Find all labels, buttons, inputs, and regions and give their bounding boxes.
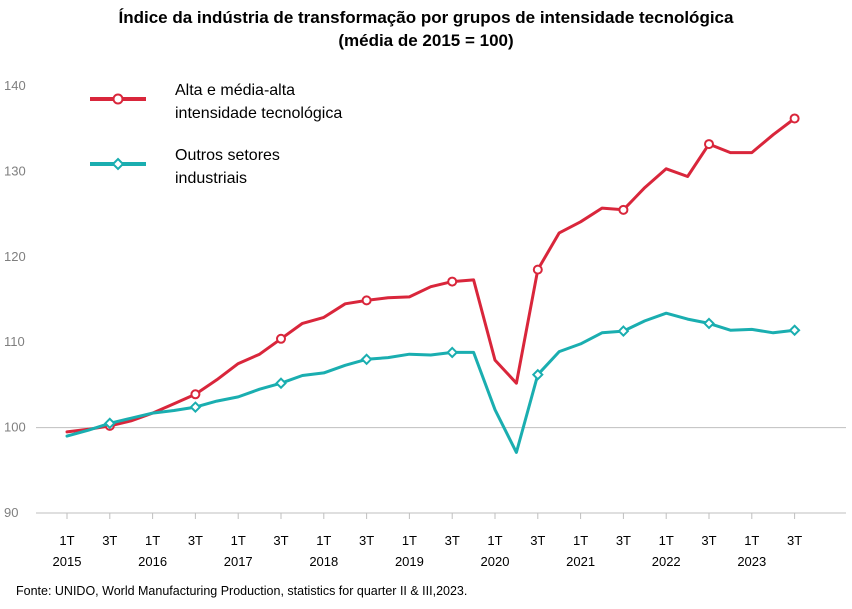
legend-label: industriais <box>175 170 247 187</box>
data-point <box>531 368 544 381</box>
data-point <box>618 204 629 215</box>
x-tick-label-quarter: 3T <box>273 533 288 548</box>
x-tick-label-quarter: 3T <box>445 533 460 548</box>
legend-item-high-tech: Alta e média-alta intensidade tecnológica <box>90 82 342 122</box>
x-tick-label-quarter: 1T <box>659 533 674 548</box>
data-point <box>532 264 543 275</box>
y-axis: 90 100 110 120 130 140 <box>4 78 26 520</box>
x-tick-label-quarter: 3T <box>188 533 203 548</box>
chart-title-line-1: Índice da indústria de transformação por… <box>118 8 734 27</box>
y-tick-label-110: 110 <box>4 334 25 349</box>
data-point <box>703 317 715 330</box>
x-tick-label-quarter: 1T <box>231 533 246 548</box>
y-tick-label-100: 100 <box>4 420 26 435</box>
legend: Alta e média-alta intensidade tecnológica… <box>90 82 342 187</box>
y-tick-label-130: 130 <box>4 163 26 178</box>
x-tick-label-year: 2018 <box>309 554 338 569</box>
data-point <box>447 276 458 287</box>
y-tick-label-140: 140 <box>4 78 26 93</box>
legend-label: Alta e média-alta <box>175 82 295 99</box>
x-tick-label-year: 2017 <box>224 554 253 569</box>
data-point <box>189 401 202 414</box>
chart-title: Índice da indústria de transformação por… <box>0 6 852 52</box>
x-tick-label-year: 2015 <box>53 554 82 569</box>
data-point <box>103 417 116 430</box>
y-tick-label-120: 120 <box>4 249 26 264</box>
x-tick-label-year: 2022 <box>652 554 681 569</box>
x-tick-label-year: 2023 <box>737 554 766 569</box>
data-point <box>704 139 714 150</box>
x-tick-label-quarter: 1T <box>487 533 502 548</box>
data-point <box>788 324 801 337</box>
x-tick-label-quarter: 3T <box>616 533 631 548</box>
x-tick-label-quarter: 1T <box>145 533 160 548</box>
x-tick-label-quarter: 3T <box>530 533 545 548</box>
x-tick-label-year: 2020 <box>481 554 510 569</box>
x-tick-label-quarter: 1T <box>744 533 759 548</box>
x-tick-label-quarter: 3T <box>359 533 374 548</box>
x-tick-label-year: 2016 <box>138 554 167 569</box>
legend-item-others: Outros setores industriais <box>90 147 280 187</box>
x-tick-label-quarter: 1T <box>59 533 74 548</box>
x-axis: 1T 2015 3T 1T 2016 3T 1T 2017 3T 1T 2018 3T 1T 2019 3T… <box>53 513 802 569</box>
x-tick-label-year: 2019 <box>395 554 424 569</box>
data-point <box>190 389 201 400</box>
x-tick-label-year: 2021 <box>566 554 595 569</box>
series-layer <box>65 113 801 454</box>
source-note: Fonte: UNIDO, World Manufacturing Produc… <box>16 584 468 598</box>
data-point <box>361 295 372 306</box>
series-line <box>65 311 797 454</box>
legend-label: Outros setores <box>175 147 280 164</box>
x-tick-label-quarter: 3T <box>701 533 716 548</box>
legend-marker <box>111 157 125 171</box>
data-point <box>446 346 459 359</box>
data-point <box>276 333 286 344</box>
x-tick-label-quarter: 3T <box>787 533 802 548</box>
grid-layer <box>36 427 846 514</box>
x-tick-label-quarter: 1T <box>573 533 588 548</box>
data-point <box>789 113 800 124</box>
x-tick-label-quarter: 1T <box>316 533 331 548</box>
data-point <box>275 377 287 390</box>
y-tick-label-90: 90 <box>4 505 18 520</box>
x-tick-label-quarter: 1T <box>402 533 417 548</box>
data-point <box>617 325 630 338</box>
data-point <box>360 353 373 366</box>
legend-marker <box>112 93 124 105</box>
x-tick-label-quarter: 3T <box>102 533 117 548</box>
series-others <box>65 311 801 454</box>
chart-title-line-2: (média de 2015 = 100) <box>338 31 514 50</box>
legend-label: intensidade tecnológica <box>175 105 342 122</box>
series-line <box>65 117 797 434</box>
